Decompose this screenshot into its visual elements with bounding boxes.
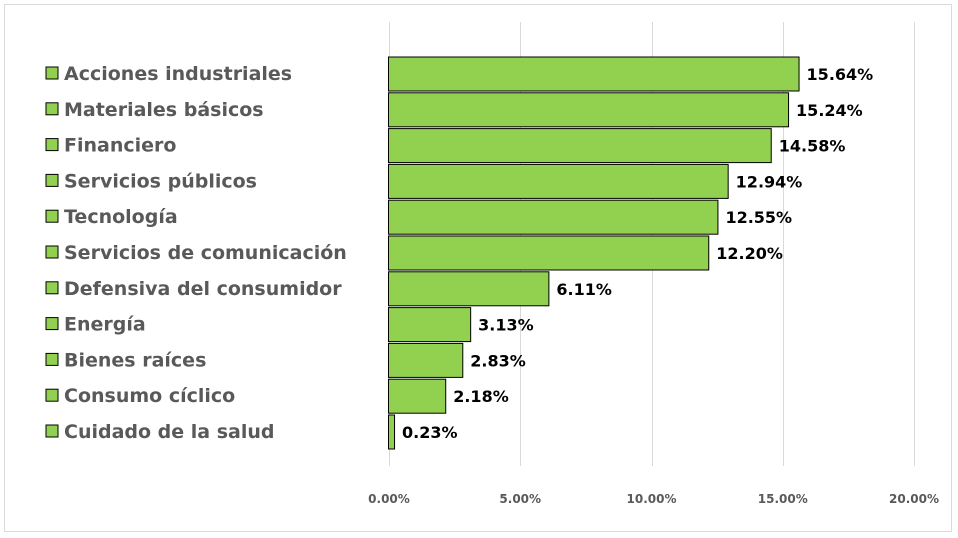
legend-swatch [45,317,59,331]
bar [388,378,447,414]
bars [388,56,800,450]
data-label: 15.64% [807,65,874,84]
legend-label: Tecnología [64,206,178,228]
bar [388,56,800,92]
data-label: 6.11% [556,280,612,299]
x-axis-ticks: 0.00% 5.00% 10.00% 15.00% 20.00% [368,492,939,506]
data-label: 3.13% [478,316,534,335]
x-tick-label: 15.00% [758,492,808,506]
data-label: 12.55% [725,208,792,227]
x-tick-label: 0.00% [368,492,410,506]
legend-label: Servicios públicos [64,170,257,192]
legend-swatch [45,352,59,366]
x-tick-label: 5.00% [499,492,541,506]
bar [388,342,464,378]
legend-swatch [45,424,59,438]
data-label: 12.20% [716,244,783,263]
bar [388,163,729,199]
data-label: 0.23% [402,423,458,442]
legend-swatch [45,209,59,223]
bar [388,128,772,164]
x-tick-label: 20.00% [889,492,939,506]
data-label: 14.58% [779,137,846,156]
data-label: 2.18% [453,387,509,406]
bar [388,92,790,128]
legend-label: Financiero [64,135,176,157]
legend-label: Acciones industriales [64,63,292,85]
legend-swatch [45,281,59,295]
legend-swatch [45,173,59,187]
data-label: 15.24% [796,101,863,120]
bar [388,271,550,307]
legend-swatch [45,245,59,259]
legend-label: Defensiva del consumidor [64,278,342,300]
data-labels: 15.64% 15.24% 14.58% 12.94% 12.55% 12.20% 6.11… [402,65,873,442]
legend-label: Servicios de comunicación [64,242,347,264]
legend-label: Consumo cíclico [64,385,235,407]
data-label: 2.83% [470,351,526,370]
data-label: 12.94% [736,172,803,191]
bar [388,307,472,343]
legend: Acciones industriales Materiales básicos F… [45,63,347,443]
bar [388,414,396,450]
legend-swatch [45,66,59,80]
bar [388,235,710,271]
bar [388,199,719,235]
legend-label: Cuidado de la salud [64,421,275,443]
legend-swatch [45,388,59,402]
legend-swatch [45,102,59,116]
legend-label: Bienes raíces [64,349,206,371]
legend-swatch [45,138,59,152]
legend-label: Energía [64,314,146,336]
x-tick-label: 10.00% [627,492,677,506]
legend-label: Materiales básicos [64,99,264,121]
